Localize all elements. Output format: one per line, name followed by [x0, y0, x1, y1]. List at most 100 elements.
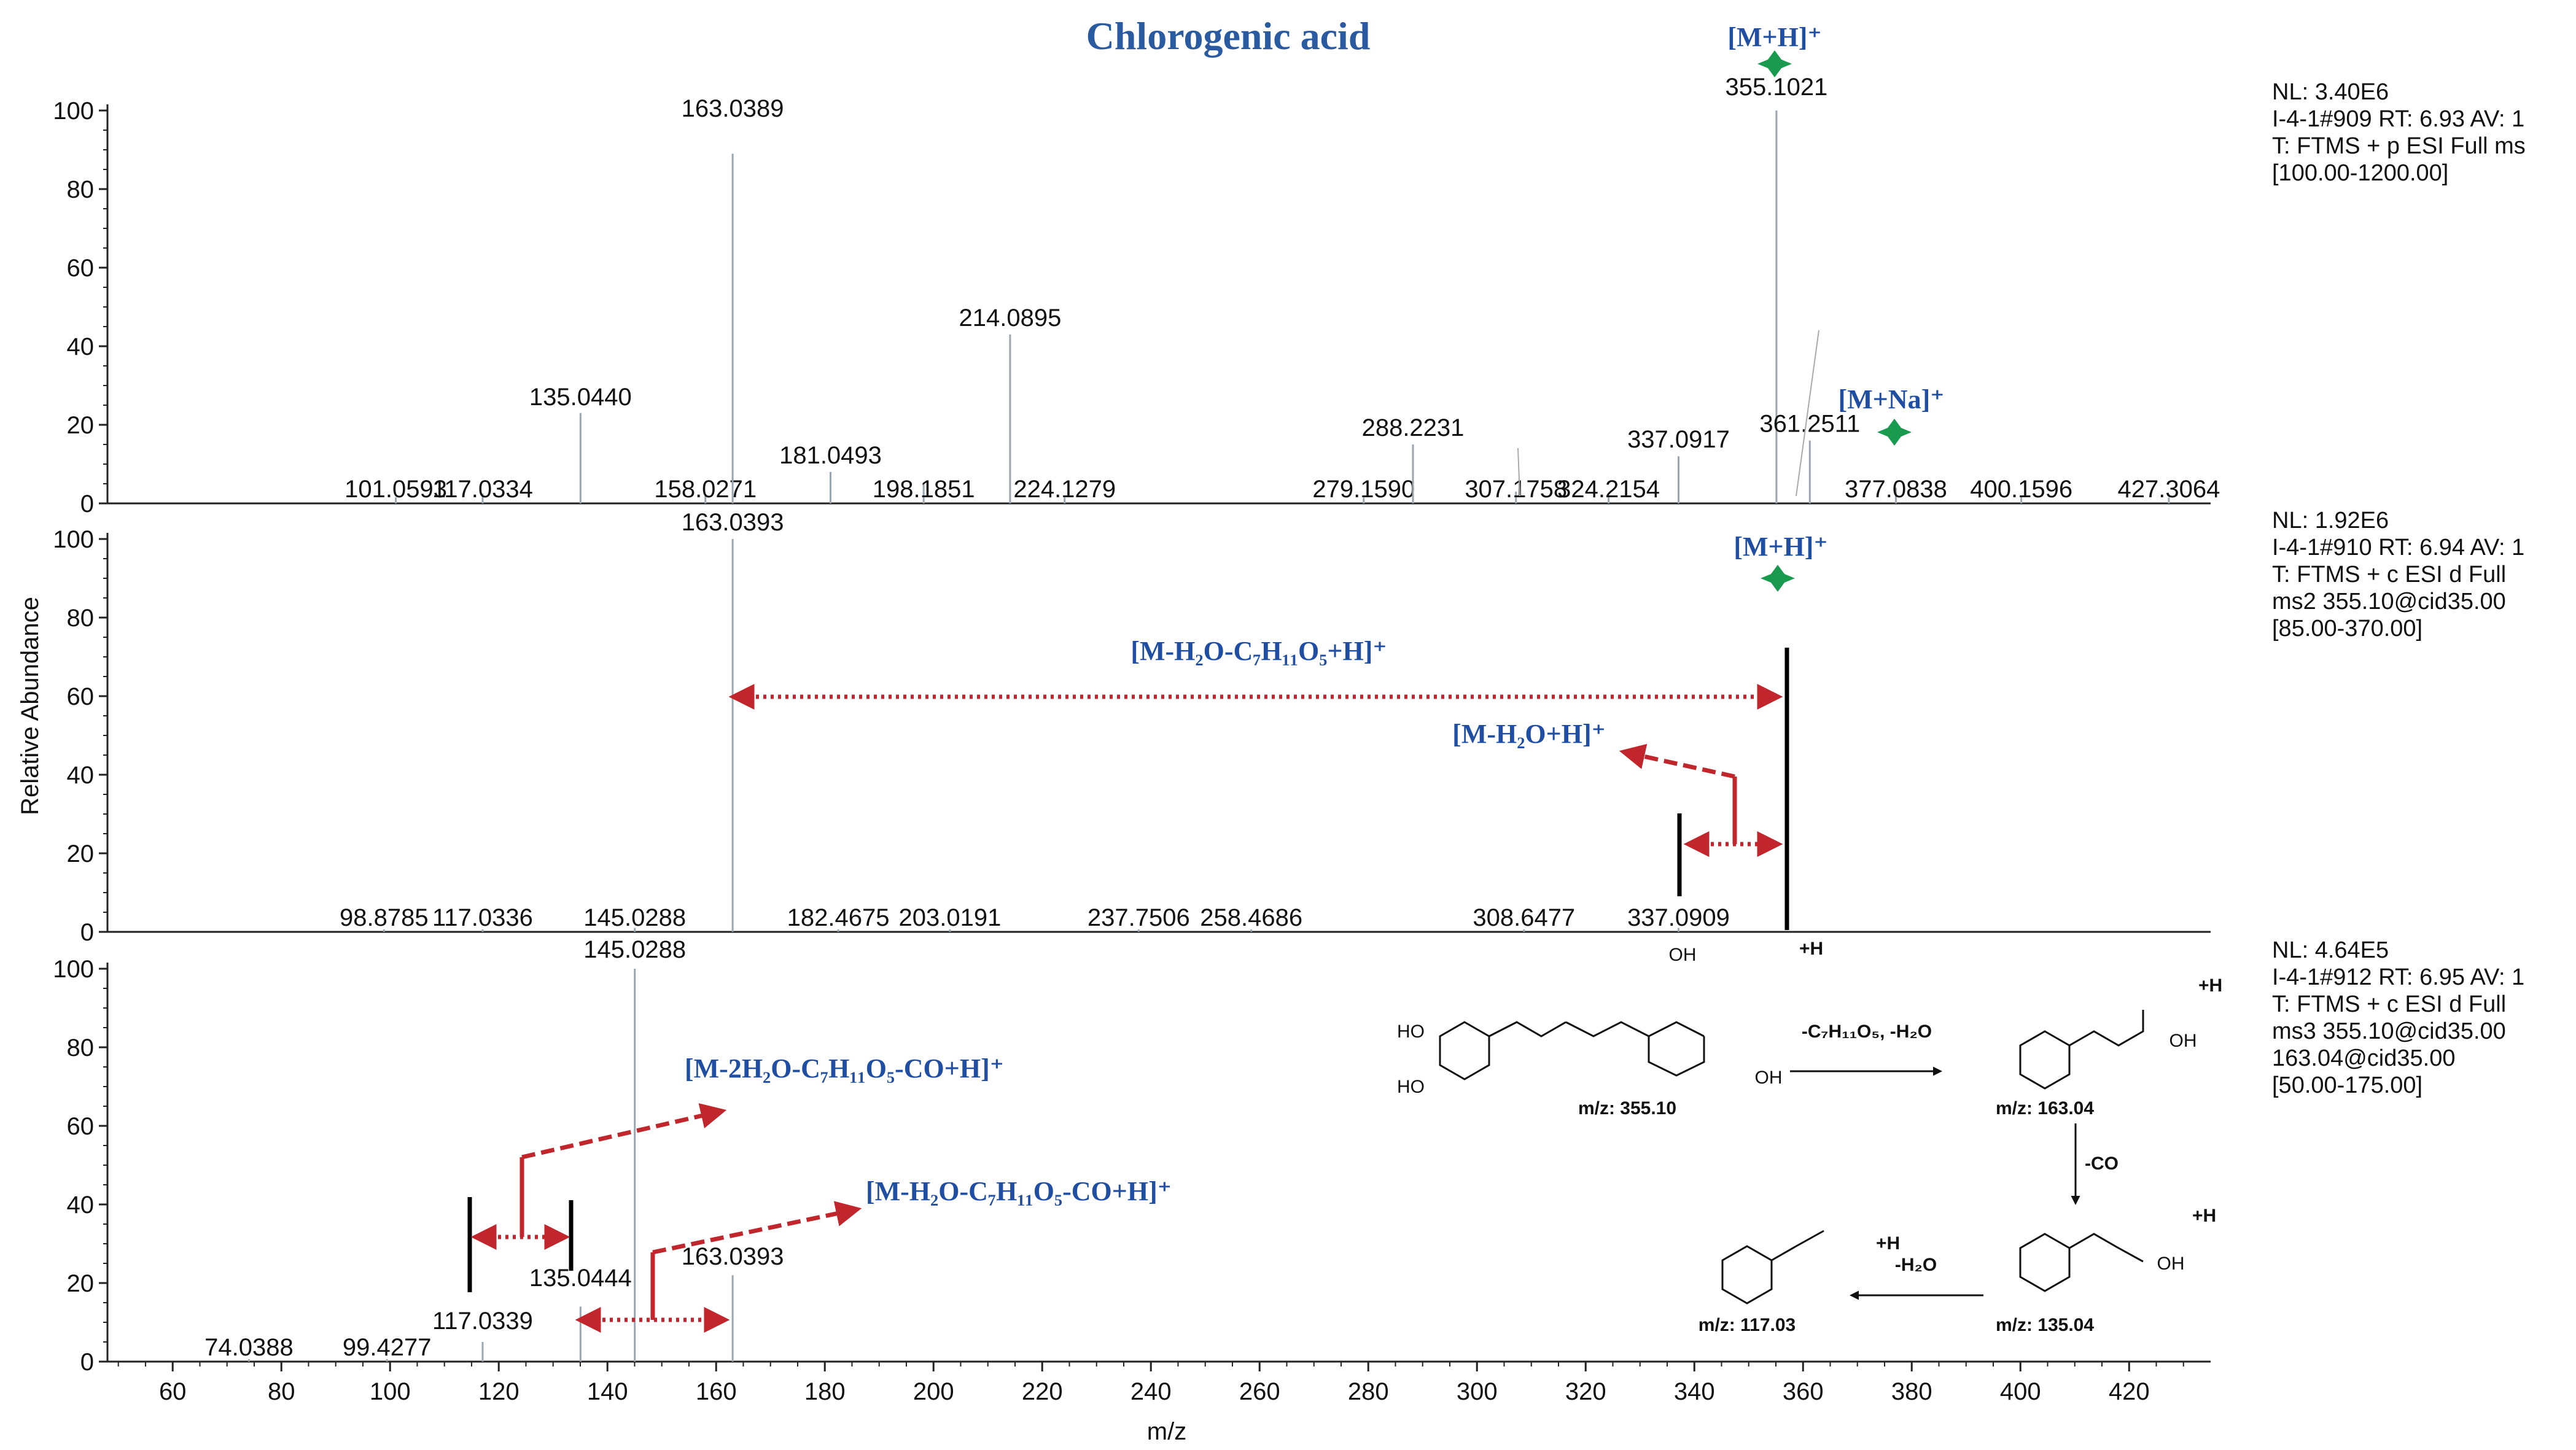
panel-info-line: ms3 355.10@cid35.00 — [2272, 1018, 2506, 1044]
ring-163 — [2019, 1030, 2071, 1090]
ring-355 — [1439, 1021, 1490, 1080]
peak-label: 203.0191 — [899, 904, 1002, 931]
peak-label: 99.4277 — [343, 1334, 432, 1361]
panel-info-line: ms2 355.10@cid35.00 — [2272, 589, 2506, 615]
y-tick-label: 80 — [67, 605, 95, 632]
ms3-annotation-2: [M-H₂O-C₇H₁₁O₅-CO+H]⁺ — [866, 1176, 1172, 1206]
y-tick-label: 100 — [53, 98, 94, 125]
peak-label: 355.1021 — [1725, 74, 1827, 101]
ms1-annotation-mna: [M+Na]⁺ — [1839, 384, 1945, 414]
y-tick-label: 0 — [80, 490, 94, 518]
oh-label-6: OH — [2157, 1254, 2185, 1274]
panel-info-line: [50.00-175.00] — [2272, 1072, 2422, 1098]
peak-label: 74.0388 — [204, 1334, 294, 1361]
x-tick-label: 60 — [159, 1378, 187, 1405]
scheme-arrow-label-2: -CO — [2085, 1153, 2119, 1174]
x-axis-label: m/z — [1147, 1418, 1186, 1445]
y-tick-label: 40 — [67, 1192, 95, 1219]
ms1-star-mna — [1877, 419, 1912, 446]
peak-label: 158.0271 — [654, 476, 757, 503]
chain-355 — [1488, 1021, 1566, 1037]
peak-label: 182.4675 — [787, 904, 890, 931]
y-tick-label: 0 — [80, 1349, 94, 1376]
panel-info-line: T: FTMS + c ESI d Full — [2272, 991, 2506, 1017]
panel-info-line: [100.00-1200.00] — [2272, 160, 2448, 186]
x-tick-label: 240 — [1130, 1378, 1172, 1405]
ms1-annotation-mh: [M+H]⁺ — [1727, 22, 1821, 52]
x-tick-label: 220 — [1022, 1378, 1063, 1405]
panel-info-line: T: FTMS + c ESI d Full — [2272, 562, 2506, 587]
scheme-label-163: m/z: 163.04 — [1996, 1098, 2094, 1119]
ms1-leader-307 — [1517, 448, 1520, 497]
ms2-annotation-loss1: [M-H₂O-C₇H₁₁O₅+H]⁺ — [1130, 636, 1387, 666]
peak-label: 163.0389 — [682, 95, 784, 122]
ring-135 — [2019, 1233, 2071, 1292]
x-tick-label: 360 — [1783, 1378, 1824, 1405]
panel-ms2: 0 20 40 60 80 100 98.8785 117.0336 145.0288 163.0… — [53, 508, 2524, 946]
y-tick-label: 40 — [67, 333, 95, 360]
charge-label-2: +H — [2198, 975, 2222, 996]
ms1-star-mh — [1757, 50, 1792, 77]
y-tick-label: 60 — [67, 683, 95, 710]
ring-117 — [1721, 1245, 1773, 1305]
peak-label: 163.0393 — [682, 509, 784, 536]
peak-label: 337.0917 — [1627, 426, 1730, 453]
peak-label: 117.0334 — [432, 476, 533, 503]
ms3-arrow-1-dash — [521, 1103, 727, 1160]
panel-info-line: NL: 4.64E5 — [2272, 937, 2389, 963]
peak-label: 181.0493 — [779, 442, 882, 469]
ms2-star-mh — [1761, 565, 1795, 592]
x-tick-label: 140 — [587, 1378, 628, 1405]
quinic-ring-355 — [1648, 1036, 1705, 1077]
peak-label: 288.2231 — [1362, 414, 1465, 441]
charge-label-4: +H — [1876, 1233, 1900, 1254]
y-tick-label: 60 — [67, 255, 95, 282]
peak-label: 135.0440 — [529, 384, 632, 411]
ms2-arrow-dash — [1619, 743, 1735, 779]
peak-label: 163.0393 — [682, 1243, 784, 1270]
oh-label-4: OH — [1755, 1068, 1783, 1088]
peak-label: 400.1596 — [1970, 476, 2072, 503]
ms2-annotation-mh: [M+H]⁺ — [1734, 532, 1827, 562]
y-tick-label: 100 — [53, 526, 94, 553]
peak-label: 214.0895 — [959, 304, 1061, 331]
peak-label: 135.0444 — [529, 1265, 632, 1292]
ms1-leader-361 — [1796, 330, 1819, 497]
fragmentation-scheme — [1439, 1010, 2144, 1305]
y-tick-label: 40 — [67, 762, 95, 789]
y-tick-label: 60 — [67, 1113, 95, 1140]
oh-label-1: HO — [1397, 1022, 1425, 1042]
scheme-arrow-label-3: -H₂O — [1895, 1255, 1937, 1275]
y-tick-label: 20 — [67, 840, 95, 867]
panel-info-line: I-4-1#909 RT: 6.93 AV: 1 — [2272, 106, 2524, 132]
ms3-arrow-2-dash — [652, 1201, 862, 1255]
peak-label: 117.0336 — [432, 904, 533, 931]
x-tick-label: 160 — [696, 1378, 737, 1405]
x-tick-label: 400 — [2000, 1378, 2041, 1405]
charge-label-1: +H — [1799, 939, 1823, 959]
panel-info-line: I-4-1#910 RT: 6.94 AV: 1 — [2272, 535, 2524, 560]
peak-label: 224.1279 — [1013, 476, 1116, 503]
peak-label: 101.0593 — [344, 476, 447, 503]
x-tick-label: 320 — [1565, 1378, 1606, 1405]
scheme-arrow-label-1: -C₇H₁₁O₅, -H₂O — [1802, 1022, 1932, 1042]
scheme-label-355: m/z: 355.10 — [1578, 1098, 1676, 1119]
x-tick-label: 180 — [804, 1378, 846, 1405]
y-tick-label: 100 — [53, 956, 94, 983]
y-tick-label: 80 — [67, 1034, 95, 1061]
x-tick-label: 300 — [1457, 1378, 1498, 1405]
chart-title: Chlorogenic acid — [1086, 14, 1371, 58]
peak-label: 361.2511 — [1759, 411, 1860, 438]
chain-135 — [2069, 1233, 2144, 1263]
x-tick-label: 80 — [268, 1378, 295, 1405]
oh-label-3: OH — [1669, 945, 1697, 965]
peak-label: 258.4686 — [1200, 904, 1302, 931]
quinic-355 — [1565, 1021, 1705, 1037]
y-tick-label: 80 — [67, 176, 95, 203]
peak-label: 377.0838 — [1845, 476, 1947, 503]
peak-label: 98.8785 — [340, 904, 429, 931]
peak-label: 237.7506 — [1088, 904, 1190, 931]
